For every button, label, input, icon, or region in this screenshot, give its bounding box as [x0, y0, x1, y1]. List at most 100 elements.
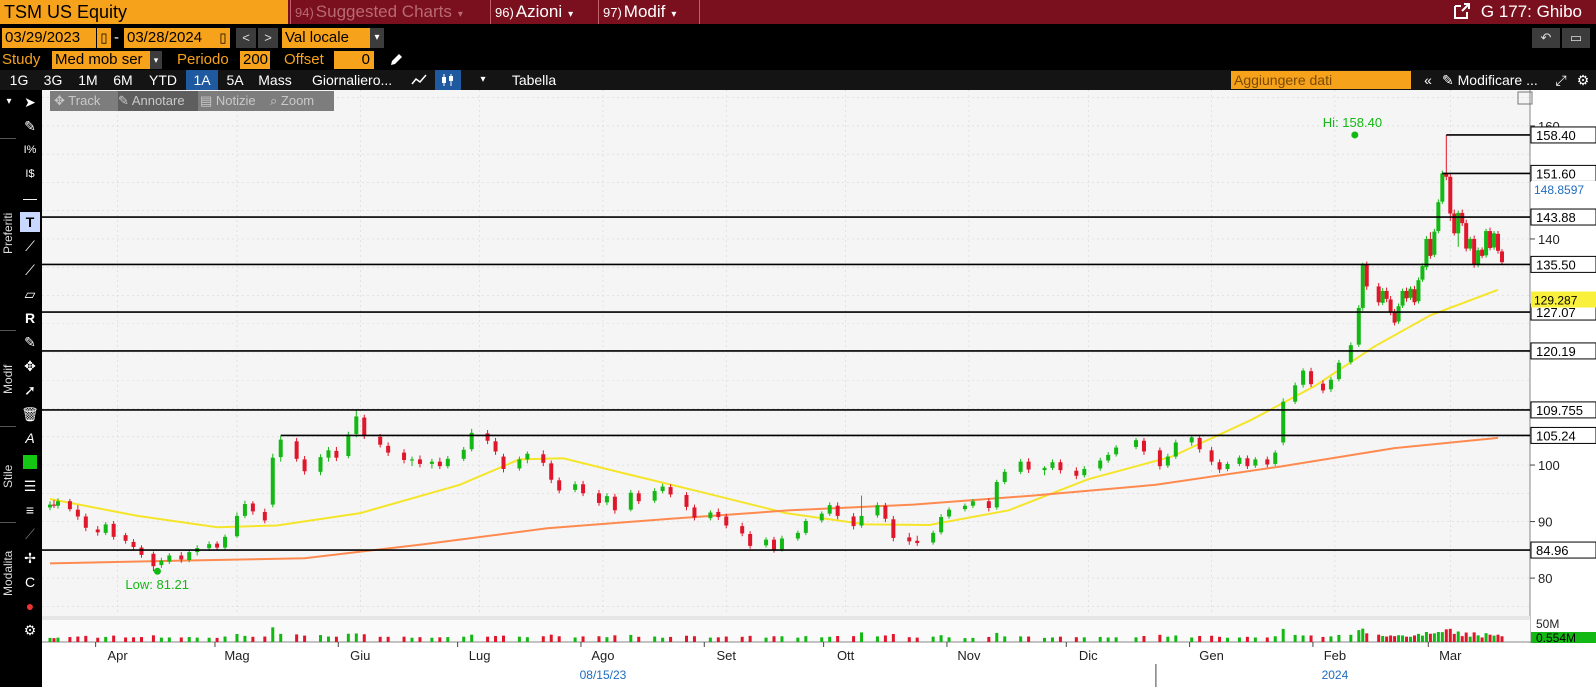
volume-bar: [410, 637, 414, 642]
undo-button[interactable]: ↶: [1532, 28, 1560, 48]
notizie-button[interactable]: ▤ Notizie: [200, 91, 270, 111]
candle-body: [1114, 447, 1119, 455]
tab-1a[interactable]: 1A: [186, 70, 218, 90]
candle-body: [819, 513, 824, 521]
volume-bar: [915, 637, 919, 642]
periodo-input[interactable]: 200: [240, 51, 270, 69]
x-tick-label: Apr: [108, 648, 129, 663]
gear-icon[interactable]: ⚙: [1576, 72, 1590, 88]
tabella-button[interactable]: Tabella: [511, 72, 557, 88]
volume-bar: [883, 635, 887, 642]
volume-bar: [1166, 636, 1170, 642]
track-button[interactable]: ✥ Track: [54, 91, 118, 111]
candle-body: [1424, 238, 1429, 268]
eraser-icon[interactable]: ⟋: [25, 526, 35, 542]
candle-body: [724, 516, 729, 526]
chevron-down-icon[interactable]: ▾: [150, 51, 162, 69]
volume-bar: [96, 637, 100, 642]
prev-period-button[interactable]: <: [236, 28, 256, 48]
volume-bar: [1281, 628, 1285, 642]
candle-body: [485, 433, 490, 441]
candle-body: [1348, 345, 1353, 363]
tab-1m[interactable]: 1M: [78, 72, 98, 88]
line-weight-icon[interactable]: ☰: [23, 478, 37, 494]
tab-6m[interactable]: 6M: [113, 72, 133, 88]
line-chart-icon[interactable]: [410, 72, 428, 88]
cursor-icon[interactable]: ➤: [24, 94, 36, 110]
level-tag: [1530, 541, 1596, 559]
collapse-icon[interactable]: «: [1424, 72, 1432, 88]
pencil-icon[interactable]: [388, 52, 404, 68]
modif-menu[interactable]: 97) Modif ▾: [598, 0, 700, 24]
modificare-button[interactable]: ✎ Modificare ...: [1442, 70, 1548, 90]
line-style-icon[interactable]: ≡: [25, 502, 35, 518]
candle-body: [1265, 459, 1270, 465]
chevron-down-icon[interactable]: ▾: [480, 74, 486, 85]
tab-mass[interactable]: Mass: [258, 72, 292, 88]
ray-line-icon[interactable]: ⟋: [25, 262, 35, 278]
zoom-button[interactable]: ⌕ Zoom: [270, 91, 334, 111]
candle-body: [708, 512, 713, 519]
retracement-icon[interactable]: R: [24, 310, 36, 326]
volume-bar: [402, 636, 406, 642]
candle-body: [573, 484, 578, 490]
font-style-icon[interactable]: A: [25, 430, 35, 446]
external-link-icon[interactable]: [1453, 2, 1471, 20]
volume-bar: [1389, 635, 1393, 642]
collapse-toolbar-icon[interactable]: ▾: [6, 96, 12, 107]
level-label: 158.40: [1536, 128, 1576, 143]
text-tool-icon[interactable]: T: [20, 212, 40, 232]
trend-line-icon[interactable]: ⟋: [25, 238, 35, 254]
multi-color-icon[interactable]: ●: [25, 598, 35, 614]
gear-icon[interactable]: ⚙: [23, 622, 37, 638]
candle-body: [1320, 383, 1325, 391]
calendar-icon[interactable]: ▯: [216, 28, 230, 48]
chart-area[interactable]: 80 90 100 140 160 158.40 151.60 143.88 135.50 127…: [42, 90, 1596, 687]
value-tag: [1531, 291, 1596, 308]
candle-body: [827, 505, 832, 514]
pointer-plus-icon[interactable]: ➚: [24, 382, 36, 398]
annotare-button[interactable]: ✎ Annotare: [118, 91, 198, 111]
edit-icon[interactable]: ⤢: [1555, 72, 1567, 88]
tab-ytd[interactable]: YTD: [149, 72, 177, 88]
crosshair-icon[interactable]: ✢: [24, 550, 36, 566]
azioni-menu[interactable]: 96) Azioni ▾: [490, 0, 594, 24]
suggested-charts-menu[interactable]: 94) Suggested Charts ▾: [290, 0, 486, 24]
next-period-button[interactable]: >: [258, 28, 278, 48]
volume-bar: [1448, 628, 1452, 642]
draw-icon[interactable]: ✎: [24, 118, 36, 134]
edit-pen-icon[interactable]: ✎: [24, 334, 36, 350]
move-icon[interactable]: ✥: [24, 358, 36, 374]
offset-input[interactable]: 0: [334, 51, 374, 69]
add-data-input[interactable]: Aggiungere dati: [1231, 71, 1411, 89]
candle-body: [278, 439, 283, 458]
trash-icon[interactable]: 🗑: [21, 406, 39, 422]
candle-body: [1157, 450, 1162, 467]
color-picker-icon[interactable]: [20, 452, 40, 472]
ticker-field[interactable]: TSM US Equity: [0, 0, 288, 24]
calendar-icon[interactable]: ▯: [97, 28, 111, 48]
start-date-input[interactable]: 03/29/2023: [2, 28, 96, 48]
horizontal-line-icon[interactable]: —: [23, 190, 37, 206]
currency-select[interactable]: Val locale: [282, 28, 370, 48]
price-scale-icon[interactable]: I$: [25, 168, 35, 180]
channel-icon[interactable]: ▱: [24, 286, 36, 302]
end-date-input[interactable]: 03/28/2024: [124, 28, 216, 48]
candle-body: [740, 526, 745, 534]
frequency-select[interactable]: Giornaliero...: [312, 72, 393, 88]
percent-scale-icon[interactable]: I%: [23, 144, 37, 156]
chevron-down-icon[interactable]: ▾: [370, 28, 384, 48]
candle-body: [346, 434, 351, 456]
tab-3g[interactable]: 3G: [43, 72, 63, 88]
expand-button[interactable]: ▭: [1562, 28, 1590, 48]
magnet-icon[interactable]: C: [24, 574, 36, 590]
volume-bar: [303, 635, 307, 642]
candlestick-chart[interactable]: 8090100140160158.40151.60143.88135.50127…: [42, 90, 1596, 687]
tab-1g[interactable]: 1G: [9, 72, 29, 88]
candle-chart-toggle[interactable]: [435, 70, 461, 90]
study-select[interactable]: Med mob ser: [52, 51, 150, 69]
volume-bar: [494, 636, 498, 642]
tab-5a[interactable]: 5A: [226, 72, 244, 88]
candle-body: [179, 555, 184, 560]
candle-body: [962, 505, 967, 510]
